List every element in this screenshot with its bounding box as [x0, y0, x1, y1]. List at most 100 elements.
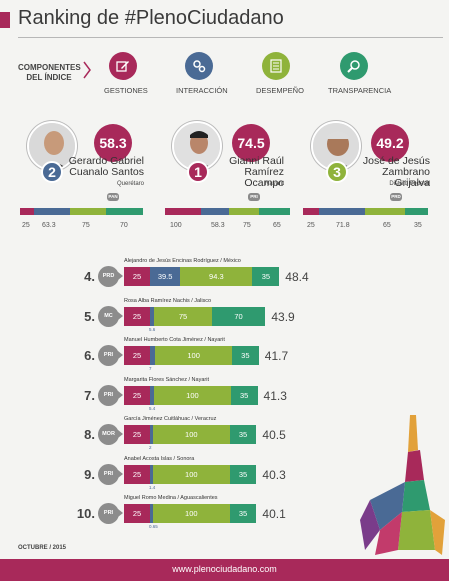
- footer-url-link[interactable]: www.plenociudadano.com: [172, 564, 277, 574]
- party-badge: MOR: [98, 424, 119, 445]
- header-divider: [18, 37, 443, 38]
- row-total: 41.3: [263, 388, 287, 403]
- bar-segment-transparencia: 35: [229, 464, 257, 484]
- bar-segment-desempeño: 94.3: [180, 267, 253, 286]
- mini-bar-label: 58.3: [211, 222, 225, 229]
- candidate-name: Gianni Raúl Ramírez Ocampo: [229, 155, 284, 189]
- date-label: OCTUBRE / 2015: [18, 545, 67, 551]
- bar-segment-label: 5.6: [149, 326, 156, 332]
- chevron-right-icon: [118, 430, 123, 438]
- row-total: 40.1: [262, 507, 286, 521]
- mini-bar-label: 70: [120, 222, 128, 229]
- component-name-interaccion: INTERACCIÓN: [176, 86, 228, 95]
- chevron-right-icon: [118, 469, 123, 478]
- footer-bar: www.plenociudadano.com: [0, 559, 449, 581]
- bar-segment-gestiones: 25: [124, 267, 150, 286]
- component-name-gestiones: GESTIONES: [104, 86, 148, 95]
- candidate-name: Gerardo Gabriel Cuanalo Santos: [68, 155, 144, 178]
- bar-segment-interacción: 39.5: [150, 267, 181, 286]
- chevron-right-icon: [118, 351, 123, 359]
- component-mini-bar: [165, 208, 290, 215]
- bar-segment-interacción: [150, 425, 153, 444]
- row-candidate-name: Anabel Acosta Islas / Sonora: [124, 455, 195, 462]
- row-candidate-name: Margarita Flores Sánchez / Nayarit: [124, 376, 209, 383]
- bar-segment-desempeño: 100: [153, 425, 230, 444]
- bar-segment-gestiones: 25: [124, 385, 150, 405]
- bar-segment-interacción: [150, 346, 156, 365]
- mini-bar-label: 75: [82, 222, 90, 229]
- row-total: 48.4: [285, 270, 309, 284]
- component-mini-bar: [20, 208, 143, 215]
- candidate-state: Querétaro: [116, 181, 144, 187]
- bar-segment-transparencia: 35: [229, 504, 257, 523]
- mini-bar-label: 100: [170, 222, 182, 229]
- header-accent-bar: [0, 12, 10, 28]
- row-rank: 7.: [84, 387, 95, 403]
- row-rank: 9.: [84, 466, 95, 482]
- bar-segment-desempeño: 100: [153, 504, 230, 523]
- bar-segment-label: 7: [149, 366, 152, 371]
- interaccion-icon: [185, 52, 213, 80]
- header: Ranking de #PlenoCiudadano: [0, 0, 449, 40]
- mini-bar-label: 25: [22, 222, 30, 229]
- row-candidate-name: Alejandro de Jesús Encinas Rodríguez / M…: [124, 258, 241, 264]
- row-total: 40.3: [262, 467, 286, 482]
- component-name-transparencia: TRANSPARENCIA: [328, 86, 392, 95]
- score-circle: 58.3: [94, 124, 132, 162]
- score-circle: 49.2: [371, 124, 409, 162]
- rank-badge: 1: [187, 161, 209, 183]
- component-mini-bar: [303, 208, 428, 215]
- party-badge: PRI: [98, 463, 119, 485]
- chevron-right-icon: [118, 390, 123, 399]
- bar-segment-label: 2: [149, 445, 152, 450]
- row-rank: 8.: [84, 427, 95, 442]
- chevron-right-icon: [118, 509, 123, 517]
- component-name-desempeno: DESEMPEÑO: [256, 86, 304, 95]
- bar-segment-gestiones: 25: [124, 504, 150, 523]
- chevron-right-icon: [83, 61, 91, 79]
- row-rank: 4.: [84, 269, 95, 284]
- party-badge: PRD: [98, 266, 119, 287]
- transparencia-icon: [340, 52, 368, 80]
- party-badge: PAN: [107, 193, 119, 201]
- rank-badge: 3: [326, 161, 348, 183]
- party-badge: PRI: [248, 193, 260, 201]
- bar-segment-gestiones: 25: [124, 306, 150, 326]
- bar-segment-desempeño: 100: [154, 385, 231, 405]
- mini-bar-label: 75: [243, 222, 251, 229]
- components-label: COMPONENTES DEL ÍNDICE: [18, 63, 81, 82]
- mini-bar-label: 35: [414, 222, 422, 229]
- party-badge: PRI: [98, 345, 119, 366]
- bar-segment-transparencia: 35: [229, 425, 257, 444]
- mini-bar-label: 71.8: [336, 222, 350, 229]
- bar-segment-desempeño: 100: [153, 464, 230, 484]
- row-candidate-name: Miguel Romo Medina / Aguascalientes: [124, 495, 218, 501]
- candidate-name: José de Jesús Zambrano Grijalva: [362, 155, 430, 189]
- mini-bar-label: 65: [383, 222, 391, 229]
- chevron-right-icon: [118, 311, 123, 320]
- bar-segment-interacción: [150, 464, 153, 484]
- bar-segment-transparencia: 70: [211, 306, 266, 326]
- bar-segment-interacción: [150, 306, 155, 326]
- bar-segment-desempeño: 75: [154, 306, 212, 326]
- bar-segment-gestiones: 25: [124, 425, 150, 444]
- bar-segment-gestiones: 25: [124, 464, 150, 484]
- raised-hand-figure-icon: [360, 415, 445, 555]
- party-badge: PRD: [390, 193, 402, 201]
- party-badge: PRI: [98, 384, 119, 406]
- bar-segment-label: 0.65: [149, 524, 158, 529]
- mini-bar-label: 25: [307, 222, 315, 229]
- desempeno-icon: [262, 52, 290, 80]
- score-circle: 74.5: [232, 124, 270, 162]
- candidate-state: Nayarit: [264, 181, 284, 187]
- bar-segment-transparencia: 35: [252, 267, 280, 286]
- rank-badge: 2: [41, 161, 63, 183]
- party-badge: PRI: [98, 503, 119, 524]
- row-candidate-name: García Jiménez Cuitláhuac / Veracruz: [124, 416, 217, 422]
- row-total: 41.7: [264, 349, 289, 363]
- bar-segment-label: 1.4: [149, 484, 156, 490]
- bar-segment-interacción: [150, 385, 155, 405]
- row-rank: 10.: [76, 506, 95, 521]
- party-badge: MC: [98, 305, 119, 327]
- row-candidate-name: Manuel Humberto Cota Jiménez / Nayarit: [124, 337, 225, 343]
